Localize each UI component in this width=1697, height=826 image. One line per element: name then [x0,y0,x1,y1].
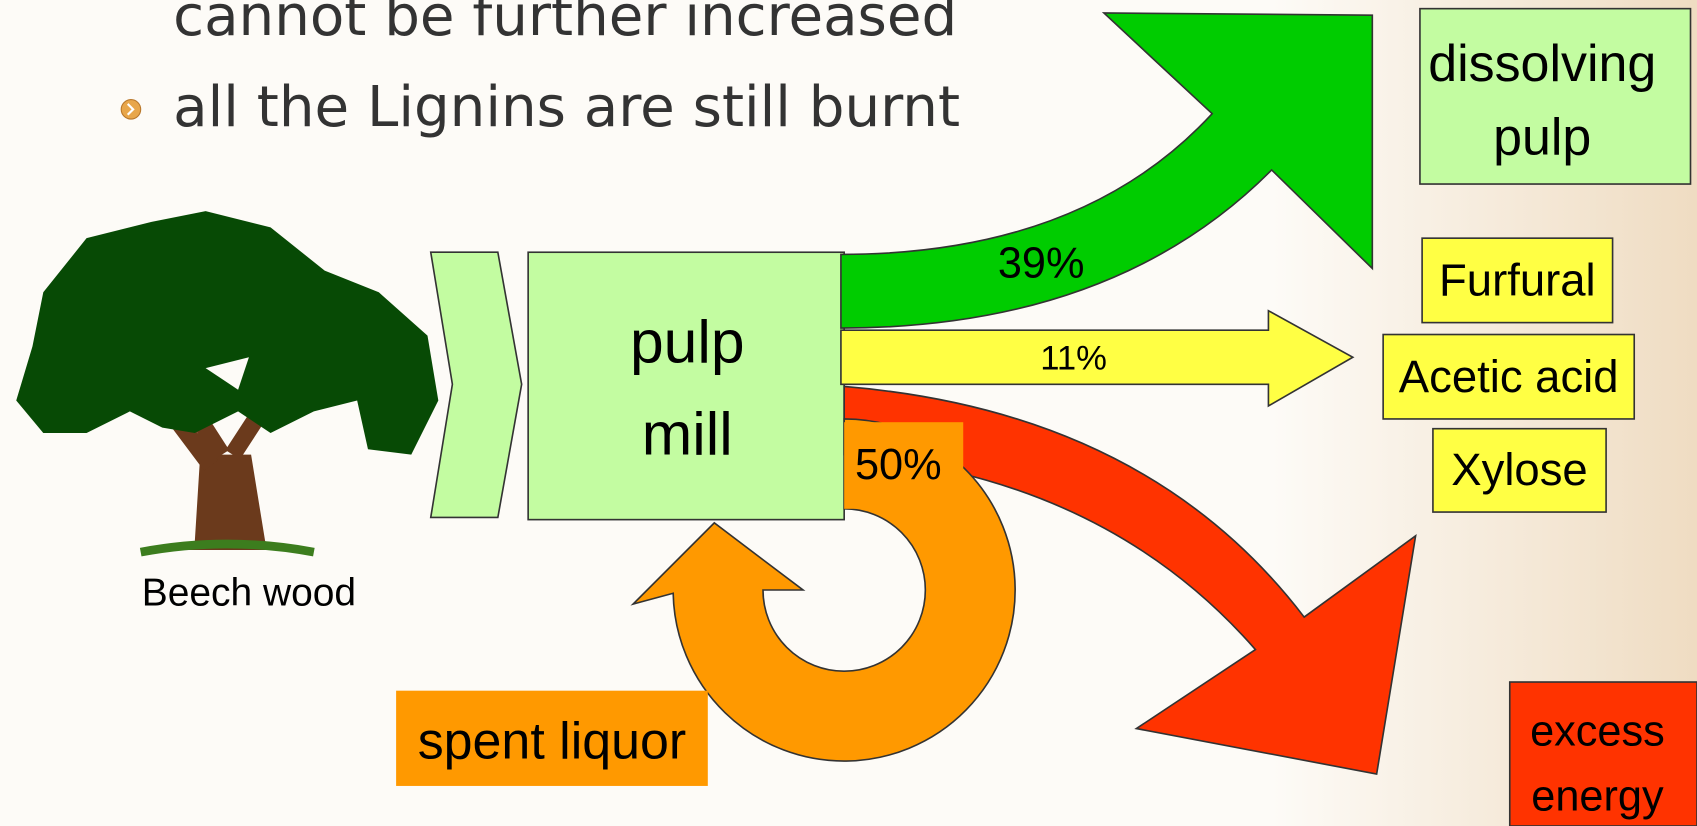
tree [16,211,439,557]
product-label: Acetic acid [1399,351,1619,402]
product-box [1382,333,1636,420]
product-label: Furfural [1439,255,1596,306]
recycle-label-box [844,422,964,509]
product-label: dissolving [1428,35,1656,93]
bullet-text: all the Lignins are still burnt [173,75,960,140]
source-label: Beech wood [142,572,356,615]
pulp-flow-arrow [840,12,1374,329]
product-box [1508,681,1697,826]
chemicals-flow-arrow [840,309,1355,408]
flow-label: 39% [998,240,1085,288]
product-label: energy [1531,772,1664,820]
bullet-icon [120,99,142,120]
bullet-icon-arrow [126,103,135,116]
product-label: excess [1530,707,1665,755]
recycle-label: spent liquor [418,713,686,771]
flow-label: 50% [855,441,942,489]
input-chevron [429,251,523,519]
recycle-box [396,690,708,786]
product-box [1421,237,1614,324]
product-box [1432,427,1607,513]
product-label: pulp [1493,108,1591,166]
flow-label: 11% [1040,340,1107,378]
product-box [1419,7,1692,185]
mill-box [527,251,845,521]
product-label: Xylose [1451,444,1587,495]
bullet-text: cannot be further increased [173,0,957,49]
energy-flow-arrow [843,385,1417,775]
mill-label: pulp [630,307,745,375]
mill-label: mill [642,399,733,467]
